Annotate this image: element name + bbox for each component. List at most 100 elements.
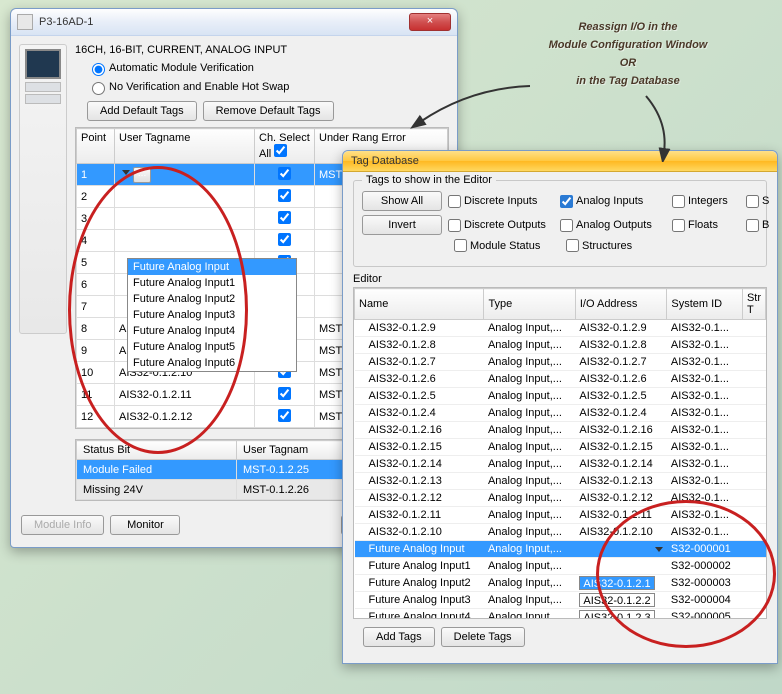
- close-button[interactable]: ×: [409, 13, 451, 31]
- cell-ch-select[interactable]: [255, 164, 315, 186]
- cell-name[interactable]: Future Analog Input: [355, 541, 484, 558]
- cell-name[interactable]: AIS32-0.1.2.9: [355, 320, 484, 337]
- cell-io-address[interactable]: AIS32-0.1.2.9: [575, 320, 667, 337]
- cell-io-address[interactable]: AIS32-0.1.2.6: [575, 371, 667, 388]
- cell-name[interactable]: AIS32-0.1.2.4: [355, 405, 484, 422]
- dropdown-item[interactable]: Future Analog Input5: [128, 339, 296, 355]
- filter-floats[interactable]: Floats: [672, 219, 740, 232]
- col-user-tagname[interactable]: User Tagname: [115, 129, 255, 164]
- table-row[interactable]: AIS32-0.1.2.4Analog Input,...AIS32-0.1.2…: [355, 405, 766, 422]
- editor-grid[interactable]: Name Type I/O Address System ID Str T AI…: [353, 287, 767, 619]
- cell-name[interactable]: Future Analog Input1: [355, 558, 484, 575]
- cell-name[interactable]: AIS32-0.1.2.10: [355, 524, 484, 541]
- col-io-address[interactable]: I/O Address: [575, 289, 667, 320]
- cell-name[interactable]: AIS32-0.1.2.8: [355, 337, 484, 354]
- table-row[interactable]: AIS32-0.1.2.7Analog Input,...AIS32-0.1.2…: [355, 354, 766, 371]
- cell-io-address[interactable]: [575, 558, 667, 575]
- table-row[interactable]: AIS32-0.1.2.8Analog Input,...AIS32-0.1.2…: [355, 337, 766, 354]
- cell-io-address[interactable]: AIS32-0.1.2.10: [575, 524, 667, 541]
- table-row[interactable]: AIS32-0.1.2.16Analog Input,...AIS32-0.1.…: [355, 422, 766, 439]
- cell-ch-select[interactable]: [255, 384, 315, 406]
- cell-io-address[interactable]: AIS32-0.1.2.4: [575, 405, 667, 422]
- cell-ch-select[interactable]: [255, 208, 315, 230]
- dropdown-item[interactable]: Future Analog Input2: [128, 291, 296, 307]
- col-point[interactable]: Point: [77, 129, 115, 164]
- cell-name[interactable]: AIS32-0.1.2.6: [355, 371, 484, 388]
- filter-structures[interactable]: Structures: [566, 239, 672, 252]
- cell-tagname[interactable]: AIS32-0.1.2.11: [115, 384, 255, 406]
- cell-tagname[interactable]: ...: [115, 164, 255, 186]
- col-str[interactable]: Str T: [742, 289, 765, 320]
- col-ch-select[interactable]: Ch. Select All: [255, 129, 315, 164]
- tag-db-titlebar[interactable]: Tag Database: [343, 151, 777, 172]
- col-status-bit[interactable]: Status Bit: [77, 441, 237, 460]
- table-row[interactable]: AIS32-0.1.2.12Analog Input,...AIS32-0.1.…: [355, 490, 766, 507]
- cell-io-address[interactable]: AIS32-0.1.2.3: [575, 609, 667, 620]
- col-name[interactable]: Name: [355, 289, 484, 320]
- table-row[interactable]: AIS32-0.1.2.15Analog Input,...AIS32-0.1.…: [355, 439, 766, 456]
- dropdown-item[interactable]: Future Analog Input1: [128, 275, 296, 291]
- table-row[interactable]: Future Analog Input4Analog Input,...AIS3…: [355, 609, 766, 620]
- invert-button[interactable]: Invert: [362, 215, 442, 235]
- remove-default-tags-button[interactable]: Remove Default Tags: [203, 101, 334, 121]
- cell-name[interactable]: AIS32-0.1.2.7: [355, 354, 484, 371]
- titlebar[interactable]: P3-16AD-1 ×: [11, 9, 457, 36]
- table-row[interactable]: AIS32-0.1.2.13Analog Input,...AIS32-0.1.…: [355, 473, 766, 490]
- table-row[interactable]: Future Analog InputAnalog Input,...S32-0…: [355, 541, 766, 558]
- filter-discrete-inputs[interactable]: Discrete Inputs: [448, 195, 554, 208]
- radio-no-verification[interactable]: No Verification and Enable Hot Swap: [87, 79, 449, 95]
- dropdown-item[interactable]: Future Analog Input3: [128, 307, 296, 323]
- cell-io-address[interactable]: AIS32-0.1.2.1: [575, 575, 667, 592]
- cell-name[interactable]: AIS32-0.1.2.5: [355, 388, 484, 405]
- cell-tagname[interactable]: [115, 186, 255, 208]
- cell-io-address[interactable]: AIS32-0.1.2.11: [575, 507, 667, 524]
- show-all-button[interactable]: Show All: [362, 191, 442, 211]
- radio-auto-verification[interactable]: Automatic Module Verification: [87, 60, 449, 76]
- cell-name[interactable]: AIS32-0.1.2.11: [355, 507, 484, 524]
- cell-name[interactable]: AIS32-0.1.2.15: [355, 439, 484, 456]
- dropdown-item[interactable]: Future Analog Input: [128, 259, 296, 275]
- table-row[interactable]: AIS32-0.1.2.6Analog Input,...AIS32-0.1.2…: [355, 371, 766, 388]
- filter-integers[interactable]: Integers: [672, 195, 740, 208]
- filter-analog-outputs[interactable]: Analog Outputs: [560, 219, 666, 232]
- table-row[interactable]: AIS32-0.1.2.9Analog Input,...AIS32-0.1.2…: [355, 320, 766, 337]
- module-info-button[interactable]: Module Info: [21, 515, 104, 535]
- cell-io-address[interactable]: AIS32-0.1.2.5: [575, 388, 667, 405]
- filter-analog-inputs[interactable]: Analog Inputs: [560, 195, 666, 208]
- cell-io-address[interactable]: AIS32-0.1.2.12: [575, 490, 667, 507]
- dropdown-item[interactable]: Future Analog Input4: [128, 323, 296, 339]
- cell-name[interactable]: Future Analog Input4: [355, 609, 484, 620]
- delete-tags-button[interactable]: Delete Tags: [441, 627, 525, 647]
- cell-tagname[interactable]: [115, 230, 255, 252]
- cell-name[interactable]: AIS32-0.1.2.12: [355, 490, 484, 507]
- cell-io-address[interactable]: AIS32-0.1.2.8: [575, 337, 667, 354]
- filter-b[interactable]: B: [746, 219, 766, 232]
- add-default-tags-button[interactable]: Add Default Tags: [87, 101, 197, 121]
- cell-name[interactable]: Future Analog Input2: [355, 575, 484, 592]
- table-row[interactable]: Future Analog Input1Analog Input,...S32-…: [355, 558, 766, 575]
- cell-tagname[interactable]: AIS32-0.1.2.12: [115, 406, 255, 428]
- table-row[interactable]: Future Analog Input3Analog Input,...AIS3…: [355, 592, 766, 609]
- cell-name[interactable]: AIS32-0.1.2.16: [355, 422, 484, 439]
- filter-s[interactable]: S: [746, 195, 766, 208]
- cell-io-address[interactable]: AIS32-0.1.2.7: [575, 354, 667, 371]
- cell-io-address[interactable]: AIS32-0.1.2.15: [575, 439, 667, 456]
- cell-name[interactable]: Future Analog Input3: [355, 592, 484, 609]
- cell-name[interactable]: AIS32-0.1.2.14: [355, 456, 484, 473]
- monitor-button[interactable]: Monitor: [110, 515, 180, 535]
- ch-select-all-checkbox[interactable]: [274, 144, 287, 157]
- table-row[interactable]: AIS32-0.1.2.14Analog Input,...AIS32-0.1.…: [355, 456, 766, 473]
- add-tags-button[interactable]: Add Tags: [363, 627, 435, 647]
- cell-tagname[interactable]: [115, 208, 255, 230]
- table-row[interactable]: AIS32-0.1.2.11Analog Input,...AIS32-0.1.…: [355, 507, 766, 524]
- table-row[interactable]: AIS32-0.1.2.5Analog Input,...AIS32-0.1.2…: [355, 388, 766, 405]
- col-system-id[interactable]: System ID: [667, 289, 743, 320]
- cell-ch-select[interactable]: [255, 230, 315, 252]
- cell-io-address[interactable]: AIS32-0.1.2.2: [575, 592, 667, 609]
- cell-ch-select[interactable]: [255, 406, 315, 428]
- cell-io-address[interactable]: AIS32-0.1.2.13: [575, 473, 667, 490]
- filter-module-status[interactable]: Module Status: [454, 239, 560, 252]
- cell-ch-select[interactable]: [255, 186, 315, 208]
- cell-io-address[interactable]: AIS32-0.1.2.14: [575, 456, 667, 473]
- table-row[interactable]: AIS32-0.1.2.10Analog Input,...AIS32-0.1.…: [355, 524, 766, 541]
